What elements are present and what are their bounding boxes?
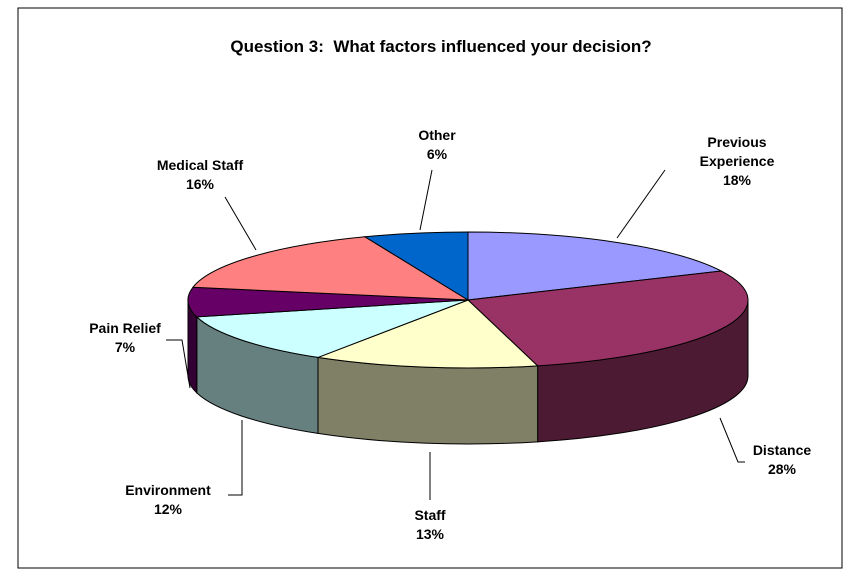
pie-slice [195, 299, 469, 358]
pie-slice [187, 286, 469, 318]
chart-title: Question 3: What factors influenced your… [230, 37, 652, 56]
category-label: Environment [125, 482, 211, 498]
pie-slice [316, 299, 539, 369]
data-label: Medical Staff 16% [140, 156, 260, 194]
pie-slice [466, 270, 749, 367]
leader-line [419, 169, 433, 231]
category-label: Distance [752, 442, 812, 458]
category-label: Previous Experience [699, 134, 775, 169]
value-label: 18% [722, 172, 752, 188]
leader-line [719, 417, 745, 463]
value-label: 6% [426, 146, 448, 162]
leader-line [224, 196, 257, 251]
value-label: 13% [415, 526, 445, 542]
leader-line [228, 420, 243, 496]
leader-line [616, 169, 666, 239]
category-label: Pain Relief [89, 320, 161, 336]
category-label: Other [418, 127, 456, 143]
category-label: Staff [414, 507, 446, 523]
value-label: 7% [114, 339, 136, 355]
data-label: Staff 13% [385, 506, 475, 544]
value-label: 28% [767, 461, 797, 477]
pie-slice [467, 231, 724, 301]
data-label: Other 6% [397, 126, 477, 164]
data-label: Previous Experience 18% [687, 133, 787, 190]
data-label: Distance 28% [737, 441, 827, 479]
data-label: Environment 12% [108, 481, 228, 519]
leader-line [166, 339, 191, 389]
value-label: 12% [153, 501, 183, 517]
category-label: Medical Staff [156, 157, 244, 173]
pie-slice [191, 236, 469, 301]
value-label: 16% [185, 176, 215, 192]
data-label: Pain Relief 7% [75, 319, 175, 357]
pie-slice [363, 231, 469, 301]
pie-slice-side [317, 356, 539, 445]
